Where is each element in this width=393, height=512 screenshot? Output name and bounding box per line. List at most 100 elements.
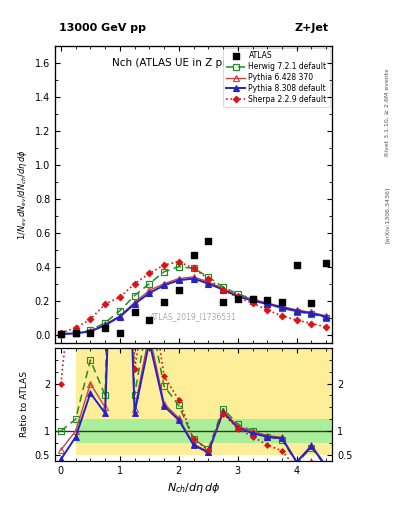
- Herwig 7.2.1 default: [191, 265, 196, 271]
- Sherpa 2.2.9 default: [280, 313, 285, 319]
- Pythia 8.308 default: [59, 331, 63, 337]
- Pythia 8.308 default: [265, 301, 270, 307]
- Pythia 8.308 default: [88, 328, 93, 334]
- Pythia 6.428 370: [206, 279, 211, 285]
- ATLAS: [73, 329, 79, 337]
- ATLAS: [235, 295, 241, 303]
- Sherpa 2.2.9 default: [235, 294, 240, 301]
- Pythia 6.428 370: [73, 330, 78, 336]
- ATLAS: [279, 298, 285, 306]
- Herwig 7.2.1 default: [250, 296, 255, 302]
- Y-axis label: Ratio to ATLAS: Ratio to ATLAS: [20, 372, 29, 437]
- Pythia 6.428 370: [59, 331, 63, 337]
- ATLAS: [264, 295, 270, 304]
- Sherpa 2.2.9 default: [250, 300, 255, 306]
- Pythia 6.428 370: [280, 304, 285, 310]
- Text: Nch (ATLAS UE in Z production): Nch (ATLAS UE in Z production): [112, 58, 275, 68]
- Pythia 6.428 370: [221, 286, 226, 292]
- Text: ATLAS_2019_I1736531: ATLAS_2019_I1736531: [150, 312, 237, 321]
- Pythia 8.308 default: [235, 293, 240, 300]
- Pythia 6.428 370: [176, 275, 181, 282]
- Pythia 8.308 default: [294, 308, 299, 314]
- Herwig 7.2.1 default: [309, 311, 314, 317]
- Pythia 6.428 370: [103, 322, 108, 328]
- Herwig 7.2.1 default: [221, 284, 226, 290]
- X-axis label: $N_{ch}/d\eta\,d\phi$: $N_{ch}/d\eta\,d\phi$: [167, 481, 220, 495]
- ATLAS: [102, 324, 108, 332]
- Pythia 8.308 default: [118, 314, 122, 320]
- Legend: ATLAS, Herwig 7.2.1 default, Pythia 6.428 370, Pythia 8.308 default, Sherpa 2.2.: ATLAS, Herwig 7.2.1 default, Pythia 6.42…: [223, 48, 330, 107]
- Herwig 7.2.1 default: [132, 292, 137, 298]
- Sherpa 2.2.9 default: [294, 317, 299, 323]
- Herwig 7.2.1 default: [147, 281, 152, 287]
- Herwig 7.2.1 default: [118, 308, 122, 314]
- Text: [arXiv:1306.3436]: [arXiv:1306.3436]: [385, 187, 389, 243]
- Pythia 6.428 370: [235, 292, 240, 298]
- Sherpa 2.2.9 default: [176, 259, 181, 265]
- Herwig 7.2.1 default: [59, 331, 63, 337]
- Pythia 6.428 370: [118, 313, 122, 319]
- ATLAS: [87, 329, 94, 337]
- Herwig 7.2.1 default: [88, 327, 93, 333]
- Sherpa 2.2.9 default: [221, 287, 226, 293]
- Text: 13000 GeV pp: 13000 GeV pp: [59, 23, 146, 33]
- Pythia 6.428 370: [265, 300, 270, 306]
- Pythia 8.308 default: [221, 287, 226, 293]
- Pythia 8.308 default: [162, 282, 167, 288]
- Line: Pythia 6.428 370: Pythia 6.428 370: [57, 273, 330, 337]
- Pythia 6.428 370: [309, 309, 314, 315]
- Sherpa 2.2.9 default: [103, 301, 108, 307]
- Y-axis label: $1/N_{ev}\,dN_{ev}/dN_{ch}/d\eta\,d\phi$: $1/N_{ev}\,dN_{ev}/dN_{ch}/d\eta\,d\phi$: [16, 149, 29, 240]
- Sherpa 2.2.9 default: [162, 262, 167, 268]
- Pythia 8.308 default: [250, 297, 255, 304]
- Sherpa 2.2.9 default: [309, 321, 314, 327]
- Pythia 8.308 default: [280, 304, 285, 310]
- Pythia 6.428 370: [88, 328, 93, 334]
- ATLAS: [191, 251, 197, 259]
- Line: Pythia 8.308 default: Pythia 8.308 default: [57, 275, 330, 338]
- Pythia 6.428 370: [147, 287, 152, 293]
- Pythia 8.308 default: [206, 281, 211, 287]
- Pythia 8.308 default: [309, 310, 314, 316]
- Herwig 7.2.1 default: [294, 309, 299, 315]
- Herwig 7.2.1 default: [265, 301, 270, 307]
- Pythia 8.308 default: [191, 275, 196, 282]
- Herwig 7.2.1 default: [324, 314, 329, 321]
- ATLAS: [294, 261, 300, 269]
- Sherpa 2.2.9 default: [118, 294, 122, 301]
- ATLAS: [250, 295, 256, 303]
- ATLAS: [176, 286, 182, 294]
- Sherpa 2.2.9 default: [191, 265, 196, 271]
- Pythia 6.428 370: [294, 307, 299, 313]
- ATLAS: [323, 259, 329, 267]
- ATLAS: [132, 308, 138, 316]
- Pythia 6.428 370: [250, 296, 255, 302]
- ATLAS: [117, 329, 123, 337]
- Text: Rivet 3.1.10, ≥ 2.6M events: Rivet 3.1.10, ≥ 2.6M events: [385, 69, 389, 156]
- Sherpa 2.2.9 default: [147, 270, 152, 276]
- Line: Sherpa 2.2.9 default: Sherpa 2.2.9 default: [59, 259, 329, 335]
- Sherpa 2.2.9 default: [324, 324, 329, 330]
- ATLAS: [146, 316, 152, 324]
- Herwig 7.2.1 default: [162, 269, 167, 275]
- ATLAS: [161, 298, 167, 306]
- ATLAS: [220, 298, 226, 306]
- Pythia 8.308 default: [73, 330, 78, 336]
- Herwig 7.2.1 default: [73, 330, 78, 336]
- Pythia 8.308 default: [132, 301, 137, 307]
- Herwig 7.2.1 default: [235, 291, 240, 297]
- ATLAS: [309, 299, 315, 307]
- Text: Z+Jet: Z+Jet: [294, 23, 328, 33]
- Sherpa 2.2.9 default: [132, 281, 137, 287]
- Pythia 6.428 370: [191, 274, 196, 280]
- Herwig 7.2.1 default: [280, 305, 285, 311]
- Sherpa 2.2.9 default: [73, 325, 78, 331]
- Line: Herwig 7.2.1 default: Herwig 7.2.1 default: [58, 264, 329, 337]
- Sherpa 2.2.9 default: [59, 330, 63, 336]
- ATLAS: [205, 237, 211, 245]
- Sherpa 2.2.9 default: [206, 275, 211, 282]
- Pythia 8.308 default: [147, 290, 152, 296]
- Pythia 6.428 370: [132, 299, 137, 305]
- Herwig 7.2.1 default: [103, 319, 108, 326]
- Herwig 7.2.1 default: [176, 264, 181, 270]
